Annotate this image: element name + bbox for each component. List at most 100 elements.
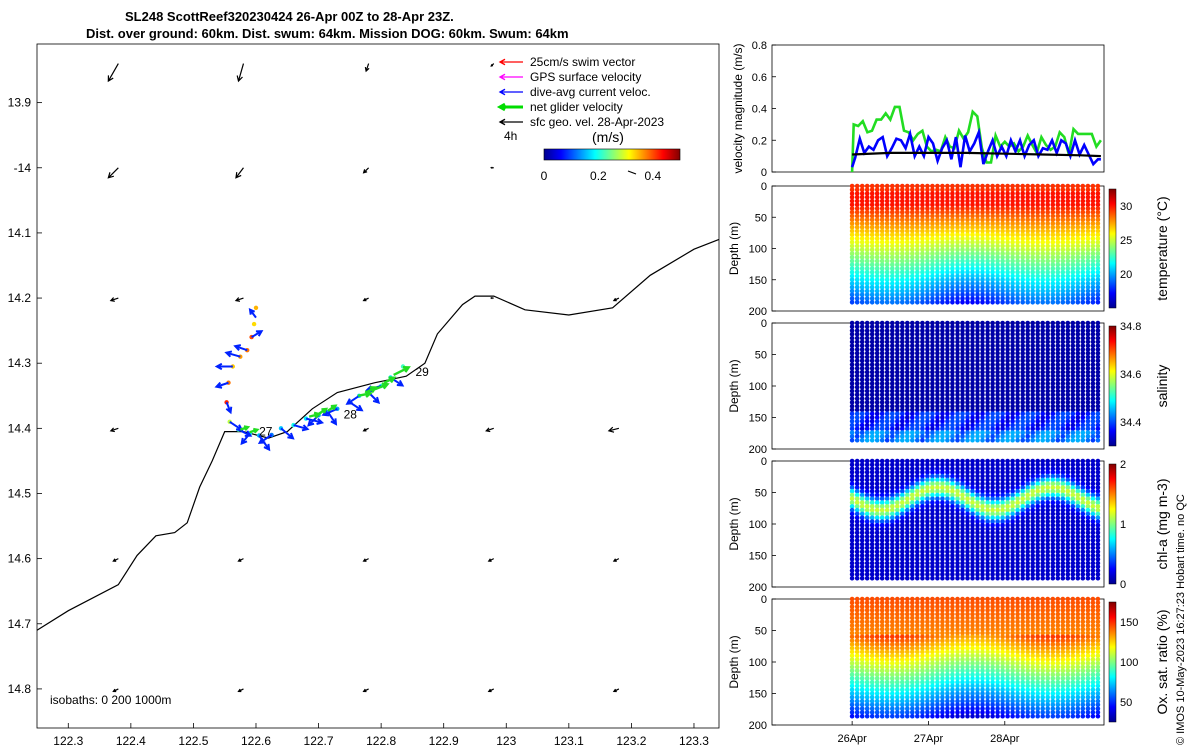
profile-sample-point (874, 225, 880, 230)
profile-sample-point (1010, 195, 1015, 200)
profile-sample-point (995, 500, 1000, 505)
profile-sample-point (1065, 225, 1071, 230)
profile-sample-point (859, 270, 865, 275)
profile-sample-point (890, 434, 895, 439)
profile-sample-point (910, 366, 915, 371)
profile-sample-point (1080, 568, 1086, 573)
profile-sample-point (930, 462, 935, 468)
profile-sample-point (1090, 354, 1096, 360)
profile-sample-point (1060, 362, 1066, 367)
profile-sample-point (920, 354, 925, 360)
profile-sample-point (864, 530, 870, 536)
profile-sample-point (1040, 403, 1045, 409)
profile-sample-point (1060, 335, 1066, 341)
profile-sample-point (1075, 523, 1081, 528)
profile-sample-point (890, 270, 895, 275)
profile-sample-point (1090, 545, 1096, 551)
profile-sample-point (884, 198, 890, 204)
profile-sample-point (1080, 236, 1086, 241)
profile-sample-point (905, 422, 910, 428)
profile-sample-point (1090, 488, 1096, 494)
profile-sample-point (915, 285, 920, 290)
profile-sample-point (1030, 473, 1035, 479)
profile-sample-point (1045, 366, 1050, 371)
profile-sample-point (960, 385, 965, 390)
profile-sample-point (965, 288, 970, 294)
profile-sample-point (940, 572, 945, 577)
profile-sample-point (915, 473, 920, 479)
profile-sample-point (895, 545, 900, 551)
profile-sample-point (925, 273, 930, 279)
profile-sample-point (1015, 466, 1020, 471)
profile-sample-point (864, 419, 870, 424)
profile-sample-point (1065, 236, 1071, 241)
profile-sample-point (890, 523, 895, 528)
profile-sample-point (970, 251, 975, 256)
profile-sample-point (905, 426, 910, 432)
profile-sample-point (849, 381, 855, 386)
profile-sample-point (920, 523, 925, 528)
profile-sample-point (1065, 328, 1071, 333)
profile-sample-point (915, 358, 920, 364)
profile-sample-point (879, 466, 885, 471)
profile-sample-point (1070, 288, 1076, 294)
profile-sample-point (1085, 206, 1091, 211)
profile-sample-point (980, 481, 985, 487)
profile-sample-point (1000, 396, 1005, 401)
profile-sample-point (1020, 385, 1025, 390)
profile-sample-point (1045, 534, 1050, 539)
profile-sample-point (965, 392, 970, 398)
profile-sample-point (955, 183, 960, 189)
profile-sample-point (1070, 526, 1076, 532)
profile-sample-point (1015, 485, 1020, 490)
profile-sample-point (890, 285, 895, 290)
profile-sample-point (955, 541, 960, 547)
profile-sample-point (1045, 564, 1050, 570)
profile-sample-point (1015, 377, 1020, 383)
profile-sample-point (1070, 549, 1076, 554)
profile-sample-point (1055, 434, 1061, 439)
profile-sample-point (950, 557, 955, 562)
profile-sample-point (874, 258, 880, 264)
profile-sample-point (980, 281, 985, 286)
profile-sample-point (1070, 247, 1076, 253)
profile-sample-point (905, 202, 910, 208)
profile-sample-point (1030, 320, 1035, 326)
profile-sample-point (905, 183, 910, 189)
profile-sample-point (1075, 430, 1081, 435)
profile-sample-point (905, 350, 910, 356)
profile-sample-point (915, 281, 920, 286)
profile-sample-point (859, 557, 865, 562)
profile-sample-point (1010, 202, 1015, 208)
profile-sample-point (935, 403, 940, 409)
profile-sample-point (990, 549, 995, 554)
profile-sample-point (960, 228, 965, 234)
profile-sample-point (955, 473, 960, 479)
profile-sample-point (1070, 545, 1076, 551)
profile-sample-point (869, 388, 875, 394)
sfc-geo-vector (112, 558, 119, 562)
profile-sample-point (950, 526, 955, 532)
profile-sample-point (930, 266, 935, 271)
profile-sample-point (990, 419, 995, 424)
profile-sample-point (1050, 530, 1056, 536)
profile-sample-point (965, 466, 970, 471)
profile-sample-point (1000, 187, 1005, 193)
profile-sample-point (935, 473, 940, 479)
profile-sample-point (1080, 217, 1086, 223)
profile-sample-point (975, 335, 980, 341)
profile-sample-point (859, 247, 865, 253)
profile-sample-point (1065, 492, 1071, 498)
profile-sample-point (970, 232, 975, 238)
profile-sample-point (879, 292, 885, 298)
profile-sample-point (1000, 332, 1005, 337)
profile-sample-point (1070, 437, 1076, 443)
profile-sample-point (849, 419, 855, 424)
profile-sample-point (1065, 300, 1071, 305)
profile-sample-point (930, 473, 935, 479)
profile-sample-point (900, 572, 905, 577)
profile-sample-point (925, 183, 930, 189)
profile-sample-point (920, 198, 925, 204)
profile-sample-point (1070, 485, 1076, 490)
profile-sample-point (1080, 515, 1086, 520)
